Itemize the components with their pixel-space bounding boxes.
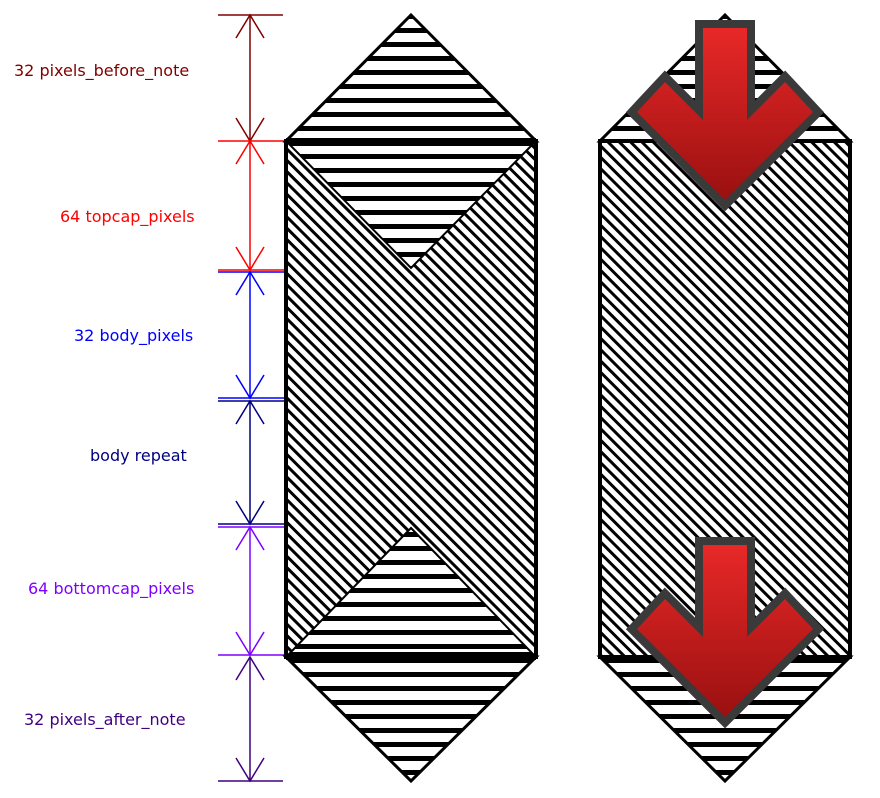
dimension-topcap (218, 139, 285, 272)
label-bottomcap: 64 bottomcap_pixels (28, 579, 194, 599)
dimension-markers (218, 13, 285, 783)
dimension-after (218, 655, 283, 783)
dimension-bottomcap (218, 525, 285, 657)
template-bottom-cap (282, 655, 540, 784)
dimension-body (218, 270, 285, 400)
hold-note-rendered (596, 12, 854, 784)
template-bottom-triangle (287, 526, 535, 654)
hold-note-template (282, 12, 540, 784)
template-top-cap (282, 12, 540, 143)
template-top-triangle (287, 144, 535, 270)
dimension-before (218, 13, 283, 143)
label-before: 32 pixels_before_note (14, 61, 189, 81)
label-body: 32 body_pixels (74, 326, 193, 346)
dimension-labels: 32 pixels_before_note 64 topcap_pixels 3… (14, 61, 195, 730)
label-repeat: body repeat (90, 446, 187, 465)
label-after: 32 pixels_after_note (24, 710, 186, 730)
label-topcap: 64 topcap_pixels (60, 207, 195, 227)
dimension-repeat (218, 399, 285, 526)
